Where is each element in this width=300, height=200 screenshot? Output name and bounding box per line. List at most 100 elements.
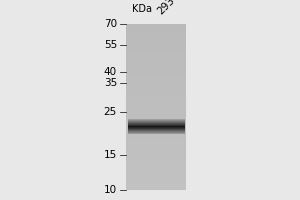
Bar [126,54,186,56]
Bar [126,30,186,31]
Bar [126,147,186,148]
Bar [126,180,186,182]
Bar [126,92,186,93]
Bar [126,151,186,153]
Bar [126,135,186,136]
Bar [126,171,186,172]
Bar [126,117,186,118]
Bar [126,137,186,139]
Text: 293: 293 [156,0,177,16]
Bar [126,95,186,96]
Bar [126,39,186,41]
Bar [126,124,186,125]
Bar [128,123,184,124]
Bar [126,160,186,161]
Bar [128,130,184,131]
Bar [126,96,186,97]
Bar [126,50,186,52]
Bar [126,132,186,133]
Bar [126,88,186,89]
Bar [126,126,186,128]
Bar [128,125,184,126]
Bar [126,49,186,50]
Bar [126,72,186,74]
Bar [126,158,186,160]
Bar [126,41,186,42]
Bar [126,131,186,132]
Bar [126,184,186,186]
Bar [126,77,186,78]
Bar [126,139,186,140]
Bar [128,121,184,122]
Bar [128,127,184,128]
Bar [128,119,184,120]
Bar [126,113,186,114]
Bar [126,48,186,49]
Bar [126,182,186,183]
Bar [126,178,186,179]
Bar [126,143,186,144]
Bar [126,46,186,48]
Text: KDa: KDa [132,4,152,14]
Bar [126,166,186,168]
Text: 55: 55 [104,40,117,50]
Bar [128,133,184,134]
Bar [126,35,186,36]
Bar [126,162,186,164]
Bar [126,53,186,54]
Bar [126,157,186,158]
Bar [126,110,186,111]
Text: 40: 40 [104,67,117,77]
Bar [126,59,186,60]
Bar [126,133,186,135]
Bar [126,60,186,61]
Bar [126,32,186,34]
Bar [126,173,186,175]
Bar [126,122,186,124]
Bar [126,146,186,147]
Text: 15: 15 [104,150,117,160]
Bar [126,115,186,117]
Bar [128,126,184,127]
Bar [126,97,186,99]
Bar [126,34,186,35]
Bar [126,179,186,180]
Bar [126,64,186,66]
Bar [126,189,186,190]
Bar [126,85,186,86]
Bar [126,142,186,143]
Bar [126,144,186,146]
Bar [126,78,186,79]
Bar [126,155,186,157]
Bar [126,114,186,115]
Bar [126,24,186,25]
Bar [128,132,184,133]
Bar [126,111,186,113]
Bar [126,183,186,184]
Bar [128,122,184,123]
Bar [126,169,186,171]
Bar [126,68,186,70]
Bar [126,121,186,122]
Bar [126,175,186,176]
Bar [128,124,184,125]
Bar [126,75,186,77]
Bar [126,125,186,126]
Bar [126,45,186,46]
Bar [126,38,186,39]
Bar [126,89,186,90]
Text: 35: 35 [104,78,117,88]
Bar [126,108,186,110]
Bar [126,99,186,100]
Bar [126,61,186,63]
Text: 25: 25 [104,107,117,117]
Bar [126,81,186,82]
Bar [126,101,186,103]
Bar [126,153,186,154]
Bar [126,52,186,53]
Bar [126,67,186,68]
Bar [126,186,186,187]
Bar [126,104,186,106]
Bar [126,83,186,85]
Bar [126,71,186,72]
